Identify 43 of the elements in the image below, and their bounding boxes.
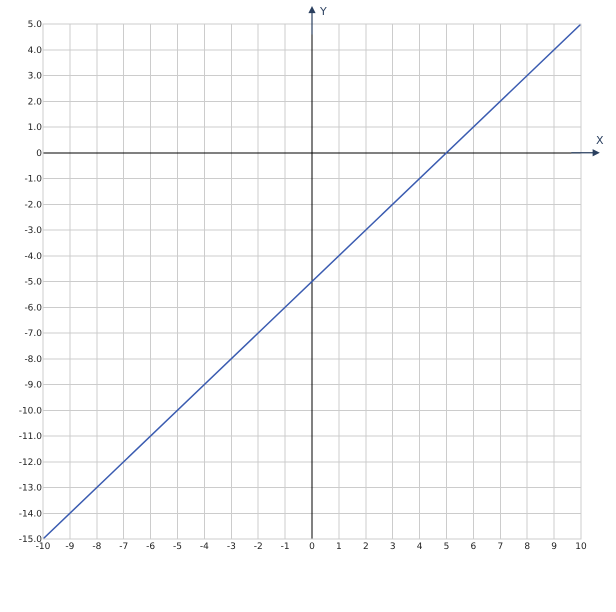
x-tick-label: -10 (36, 542, 51, 552)
y-axis-title: Y (319, 5, 327, 18)
y-tick-label: -4.0 (24, 252, 42, 262)
y-tick-label: 5.0 (28, 20, 42, 30)
x-tick-label: -2 (254, 542, 263, 552)
y-tick-label: -8.0 (24, 354, 42, 365)
y-tick-label: -5.0 (24, 278, 42, 288)
x-tick-label: 5 (444, 542, 450, 552)
x-tick-label: 10 (575, 542, 587, 552)
x-tick-label: 1 (336, 542, 342, 552)
y-tick-label: -10.0 (18, 406, 42, 416)
y-tick-label: -2.0 (24, 200, 42, 210)
x-tick-label: -8 (92, 542, 102, 552)
x-tick-label: -6 (146, 542, 156, 552)
y-tick-label: -6.0 (24, 303, 42, 314)
x-tick-label: -9 (65, 542, 75, 552)
y-tick-label: -7.0 (24, 329, 42, 340)
y-tick-label: 3.0 (28, 72, 42, 82)
x-tick-label: 3 (390, 542, 396, 552)
y-tick-label: -14.0 (18, 509, 42, 520)
y-tick-label: -12.0 (18, 458, 42, 468)
x-tick-label: 4 (416, 542, 423, 552)
x-tick-label: 0 (309, 542, 316, 552)
x-tick-label: -7 (119, 542, 128, 552)
y-tick-label: 1.0 (28, 123, 42, 134)
y-tick-label: 2.0 (28, 97, 42, 108)
x-tick-label: 8 (524, 542, 530, 552)
x-tick-label: -3 (226, 542, 236, 552)
x-axis-title: X (596, 134, 604, 147)
x-tick-label: -4 (200, 542, 210, 552)
x-tick-label: -5 (173, 542, 182, 552)
y-tick-label: -3.0 (24, 226, 42, 236)
y-tick-label: -11.0 (18, 432, 42, 442)
y-tick-label: -1.0 (24, 174, 42, 185)
y-tick-label: 4.0 (28, 46, 42, 56)
y-tick-label: 0 (36, 148, 42, 159)
x-tick-label: -1 (280, 542, 290, 552)
x-tick-label: 7 (497, 542, 504, 552)
x-tick-label: 9 (551, 542, 558, 552)
y-tick-label: -13.0 (18, 484, 42, 494)
x-tick-label: 2 (362, 542, 369, 552)
x-tick-label: 6 (470, 542, 477, 552)
y-tick-label: -9.0 (24, 380, 42, 391)
